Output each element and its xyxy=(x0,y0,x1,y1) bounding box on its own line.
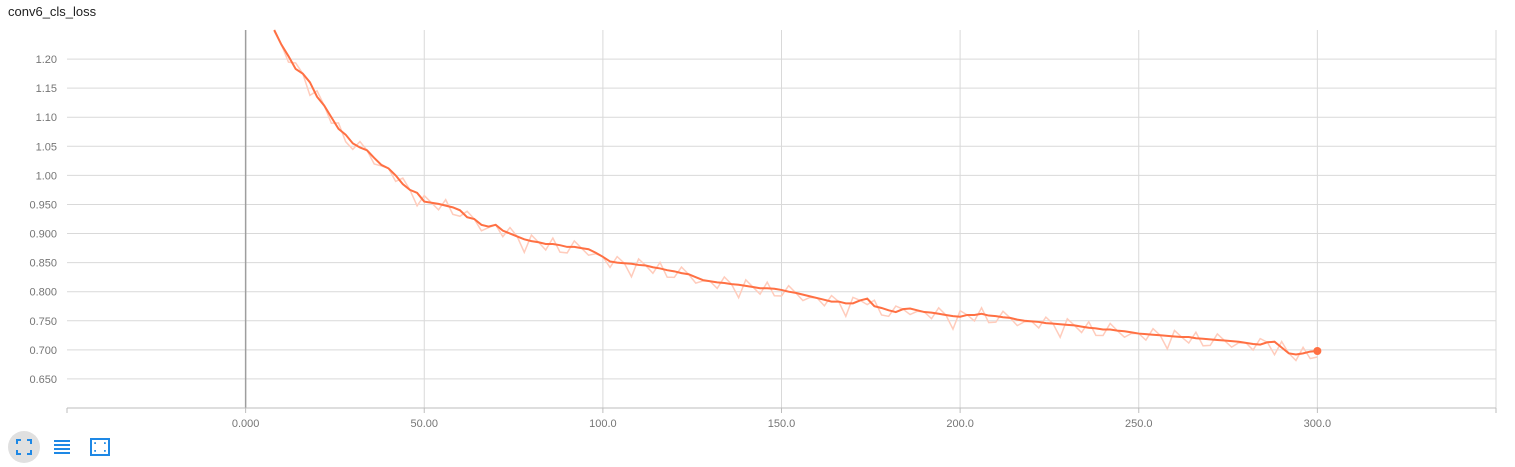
x-tick-label-3: 150.0 xyxy=(768,418,796,430)
y-tick-label-8: 1.05 xyxy=(36,141,57,153)
x-tick-label-5: 250.0 xyxy=(1125,418,1153,430)
expand-icon xyxy=(16,439,32,455)
x-axis-ticks: 0.000 50.00 100.0 150.0 200.0 250.0 300.0 xyxy=(66,408,1497,430)
x-tick-label-6: 300.0 xyxy=(1304,418,1332,430)
list-icon xyxy=(54,440,70,454)
y-tick-label-4: 0.850 xyxy=(29,258,57,270)
y-tick-label-11: 1.20 xyxy=(36,54,57,66)
y-axis-ticks: 0.650 0.700 0.750 0.800 0.850 0.900 0.950 1.00 1… xyxy=(29,54,57,386)
chart-title: conv6_cls_loss xyxy=(8,4,97,19)
y-tick-label-7: 1.00 xyxy=(36,170,57,182)
fit-to-data-icon xyxy=(90,438,110,456)
x-tick-label-0: 0.000 xyxy=(232,418,260,430)
raw-series-line xyxy=(273,30,1318,362)
x-tick-label-4: 200.0 xyxy=(946,418,974,430)
y-tick-label-5: 0.900 xyxy=(29,229,57,241)
y-tick-label-2: 0.750 xyxy=(29,316,57,328)
fit-domain-button[interactable] xyxy=(84,431,116,463)
raw-series xyxy=(273,30,1318,362)
x-tick-label-1: 50.00 xyxy=(410,418,438,430)
line-chart: 0.000 50.00 100.0 150.0 200.0 250.0 300.0 0.65… xyxy=(29,29,1497,430)
y-tick-label-9: 1.10 xyxy=(36,112,57,124)
series-line xyxy=(273,29,1318,356)
y-tick-label-6: 0.950 xyxy=(29,199,57,211)
grid-lines xyxy=(67,30,1497,408)
toggle-log-scale-button[interactable] xyxy=(46,431,78,463)
y-tick-label-10: 1.15 xyxy=(36,83,57,95)
chart-toolbar xyxy=(8,431,116,463)
expand-chart-button[interactable] xyxy=(8,431,40,463)
y-tick-label-0: 0.650 xyxy=(29,374,57,386)
x-tick-label-2: 100.0 xyxy=(589,418,617,430)
series-last-point xyxy=(1313,347,1322,356)
y-tick-label-3: 0.800 xyxy=(29,287,57,299)
y-tick-label-1: 0.700 xyxy=(29,345,57,357)
smoothed-series xyxy=(273,29,1322,356)
